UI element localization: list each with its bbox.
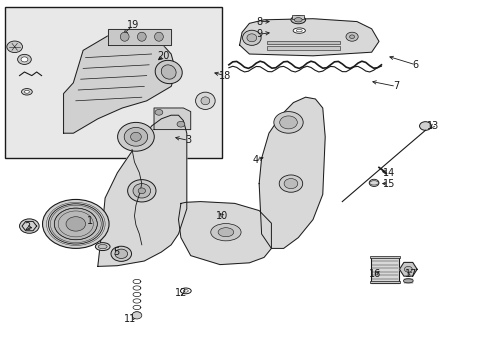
Circle shape [132,312,142,319]
Ellipse shape [180,288,191,294]
Polygon shape [107,29,171,45]
Ellipse shape [161,65,176,79]
Ellipse shape [130,132,141,141]
Ellipse shape [127,180,156,202]
Text: 19: 19 [126,20,139,30]
Polygon shape [399,262,416,276]
Ellipse shape [210,224,241,241]
Polygon shape [178,202,271,265]
Circle shape [368,179,378,186]
Ellipse shape [98,244,107,249]
Polygon shape [259,97,325,248]
Circle shape [42,199,109,248]
Ellipse shape [296,29,302,32]
Bar [370,257,398,283]
Bar [266,46,339,50]
Ellipse shape [124,127,147,146]
Text: 10: 10 [216,211,228,221]
Text: 13: 13 [426,121,438,131]
Ellipse shape [18,54,31,64]
Circle shape [404,266,411,272]
Ellipse shape [155,60,182,84]
Text: 20: 20 [157,51,170,61]
Ellipse shape [273,112,303,133]
Bar [369,281,399,283]
Ellipse shape [118,122,154,151]
Bar [292,15,304,19]
Text: 3: 3 [185,135,191,145]
Ellipse shape [294,18,302,22]
Text: 5: 5 [113,247,119,257]
Polygon shape [154,108,190,130]
Ellipse shape [24,90,29,93]
Ellipse shape [292,28,305,33]
Circle shape [7,41,22,53]
Text: 2: 2 [24,222,30,232]
Text: 17: 17 [404,269,416,279]
Ellipse shape [279,175,302,192]
Ellipse shape [290,16,305,24]
Ellipse shape [115,249,127,258]
Ellipse shape [284,179,297,189]
Circle shape [66,217,85,231]
Circle shape [20,219,39,233]
Circle shape [48,204,103,244]
Text: 12: 12 [174,288,187,298]
Bar [266,41,339,44]
Ellipse shape [242,30,261,45]
Circle shape [155,109,163,115]
Bar [5,7,222,158]
Ellipse shape [403,279,412,283]
Ellipse shape [138,188,145,194]
Polygon shape [98,115,186,266]
Text: 6: 6 [412,60,418,70]
Text: 1: 1 [87,216,93,226]
Text: 11: 11 [123,314,136,324]
Circle shape [419,122,430,130]
Ellipse shape [95,243,110,251]
Ellipse shape [349,35,354,39]
Text: 4: 4 [252,155,258,165]
Text: 15: 15 [382,179,394,189]
Ellipse shape [111,246,131,261]
Polygon shape [239,19,378,56]
Circle shape [177,121,184,127]
Polygon shape [63,36,176,133]
Text: 16: 16 [368,269,381,279]
Ellipse shape [345,32,357,41]
Text: 7: 7 [392,81,398,91]
Ellipse shape [133,184,150,198]
Text: 9: 9 [256,29,262,39]
Text: 14: 14 [382,168,394,178]
Ellipse shape [137,32,146,41]
Ellipse shape [21,57,28,62]
Ellipse shape [195,92,215,109]
Ellipse shape [183,289,188,292]
Text: 8: 8 [256,17,262,27]
Ellipse shape [279,116,297,129]
Ellipse shape [218,228,233,237]
Ellipse shape [201,97,209,105]
Ellipse shape [154,32,163,41]
Text: 18: 18 [218,71,231,81]
Ellipse shape [120,32,129,41]
Ellipse shape [246,34,256,42]
Circle shape [54,208,97,240]
Ellipse shape [21,89,32,95]
Bar [369,256,399,258]
